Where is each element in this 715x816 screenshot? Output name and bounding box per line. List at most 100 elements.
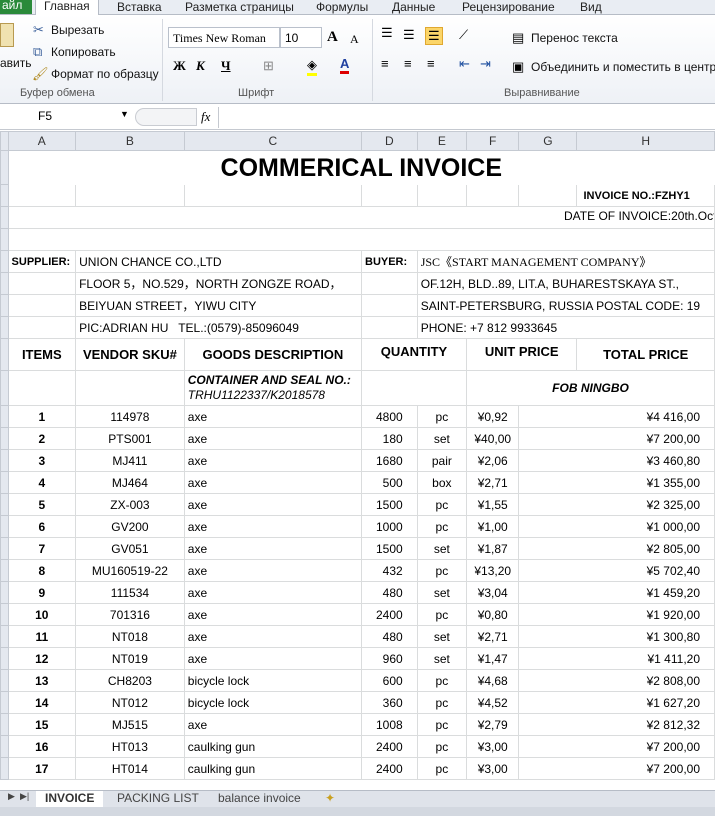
quantity[interactable]: 2400 [361, 603, 418, 626]
goods-description[interactable]: axe [183, 449, 363, 472]
quantity[interactable]: 1000 [361, 515, 418, 538]
header-vendor-sku[interactable]: VENDOR SKU# [75, 338, 185, 371]
unit[interactable]: set [416, 427, 468, 450]
item-number[interactable]: 6 [7, 515, 77, 538]
font-name-select[interactable]: Times New Roman [168, 27, 280, 48]
align-center-icon[interactable]: ≡ [404, 56, 412, 71]
goods-description[interactable]: bicycle lock [183, 691, 363, 714]
unit-price[interactable]: ¥2,06 [466, 449, 520, 472]
orientation-icon[interactable]: ⟋ [459, 27, 469, 42]
name-box[interactable]: F5 ▼ [0, 107, 132, 127]
vendor-sku[interactable]: NT012 [75, 691, 185, 714]
unit[interactable]: box [416, 471, 468, 494]
total-price[interactable]: ¥2 325,00 [518, 493, 715, 516]
column-header[interactable]: D [361, 131, 418, 151]
quantity[interactable]: 4800 [361, 405, 418, 428]
unit-price[interactable]: ¥3,00 [466, 735, 520, 758]
buyer-line[interactable]: PHONE: +7 812 9933645 [416, 316, 715, 339]
paste-icon[interactable] [0, 23, 14, 47]
decrease-indent-icon[interactable]: ⇤ [459, 56, 470, 71]
item-number[interactable]: 15 [7, 713, 77, 736]
row-header[interactable] [0, 647, 9, 670]
vendor-sku[interactable]: 701316 [75, 603, 185, 626]
wrap-text-button[interactable]: Перенос текста [531, 31, 618, 45]
total-price[interactable]: ¥1 411,20 [518, 647, 715, 670]
total-price[interactable]: ¥1 627,20 [518, 691, 715, 714]
row-header[interactable] [0, 493, 9, 516]
row-header[interactable] [0, 757, 9, 780]
quantity[interactable]: 500 [361, 471, 418, 494]
goods-description[interactable]: bicycle lock [183, 669, 363, 692]
goods-description[interactable]: axe [183, 625, 363, 648]
unit-price[interactable]: ¥4,68 [466, 669, 520, 692]
insert-function-button[interactable]: fx [201, 109, 211, 124]
row-header[interactable] [0, 449, 9, 472]
italic-button[interactable]: К [196, 58, 205, 73]
vendor-sku[interactable]: HT014 [75, 757, 185, 780]
total-price[interactable]: ¥3 460,80 [518, 449, 715, 472]
row-header[interactable] [0, 581, 9, 604]
unit[interactable]: pc [416, 669, 468, 692]
merge-center-button[interactable]: Объединить и поместить в центре [531, 60, 715, 74]
item-number[interactable]: 11 [7, 625, 77, 648]
bold-button[interactable]: Ж [173, 58, 186, 73]
buyer-label[interactable]: BUYER: [361, 250, 418, 273]
row-header[interactable] [0, 559, 9, 582]
vendor-sku[interactable]: MJ515 [75, 713, 185, 736]
header-quantity[interactable]: QUANTITY [360, 338, 468, 371]
column-header[interactable]: G [518, 131, 578, 151]
header-unit-price[interactable]: UNIT PRICE [466, 338, 578, 371]
quantity[interactable]: 1008 [361, 713, 418, 736]
unit[interactable]: pc [416, 559, 468, 582]
total-price[interactable]: ¥2 812,32 [518, 713, 715, 736]
unit-price[interactable]: ¥1,87 [466, 537, 520, 560]
row-header[interactable] [0, 405, 9, 428]
total-price[interactable]: ¥5 702,40 [518, 559, 715, 582]
total-price[interactable]: ¥1 000,00 [518, 515, 715, 538]
container-cell[interactable]: CONTAINER AND SEAL NO.: TRHU1122337/K2018… [183, 370, 363, 406]
goods-description[interactable]: axe [183, 405, 363, 428]
unit-price[interactable]: ¥3,00 [466, 757, 520, 780]
goods-description[interactable]: axe [183, 471, 363, 494]
tab-home[interactable]: Главная [35, 0, 99, 15]
font-size-select[interactable]: 10 [280, 27, 322, 48]
increase-indent-icon[interactable]: ⇥ [480, 56, 491, 71]
goods-description[interactable]: axe [183, 647, 363, 670]
quantity[interactable]: 600 [361, 669, 418, 692]
supplier-line[interactable]: BEIYUAN STREET，YIWU CITY [75, 294, 362, 317]
unit-price[interactable]: ¥2,71 [466, 625, 520, 648]
buyer-line[interactable]: JSC《START MANAGEMENT COMPANY》 [416, 250, 715, 273]
column-header[interactable]: A [7, 131, 77, 151]
unit-price[interactable]: ¥0,80 [466, 603, 520, 626]
supplier-line[interactable]: PIC:ADRIAN HU TEL.:(0579)-85096049 [75, 316, 362, 339]
align-bottom-icon[interactable]: ☰ [425, 27, 443, 45]
name-box-dropdown-icon[interactable]: ▼ [120, 109, 129, 119]
unit-price[interactable]: ¥1,47 [466, 647, 520, 670]
quantity[interactable]: 180 [361, 427, 418, 450]
tab-view[interactable]: Вид [580, 0, 602, 14]
supplier-line[interactable]: FLOOR 5，NO.529，NORTH ZONGZE ROAD， [75, 272, 362, 295]
unit-price[interactable]: ¥1,55 [466, 493, 520, 516]
item-number[interactable]: 16 [7, 735, 77, 758]
column-header[interactable]: B [75, 131, 185, 151]
quantity[interactable]: 360 [361, 691, 418, 714]
unit[interactable]: pc [416, 405, 468, 428]
vendor-sku[interactable]: NT019 [75, 647, 185, 670]
quantity[interactable]: 480 [361, 625, 418, 648]
paste-button[interactable]: авить [0, 56, 32, 70]
row-header[interactable] [0, 427, 9, 450]
item-number[interactable]: 9 [7, 581, 77, 604]
unit[interactable]: pair [416, 449, 468, 472]
unit-price[interactable]: ¥3,04 [466, 581, 520, 604]
quantity[interactable]: 432 [361, 559, 418, 582]
tab-file[interactable]: айл [0, 0, 32, 14]
total-price[interactable]: ¥2 808,00 [518, 669, 715, 692]
vendor-sku[interactable]: MJ411 [75, 449, 185, 472]
total-price[interactable]: ¥7 200,00 [518, 757, 715, 780]
goods-description[interactable]: axe [183, 537, 363, 560]
quantity[interactable]: 960 [361, 647, 418, 670]
goods-description[interactable]: axe [183, 427, 363, 450]
font-color-icon[interactable]: A [340, 56, 350, 74]
unit[interactable]: pc [416, 713, 468, 736]
vendor-sku[interactable]: CH8203 [75, 669, 185, 692]
